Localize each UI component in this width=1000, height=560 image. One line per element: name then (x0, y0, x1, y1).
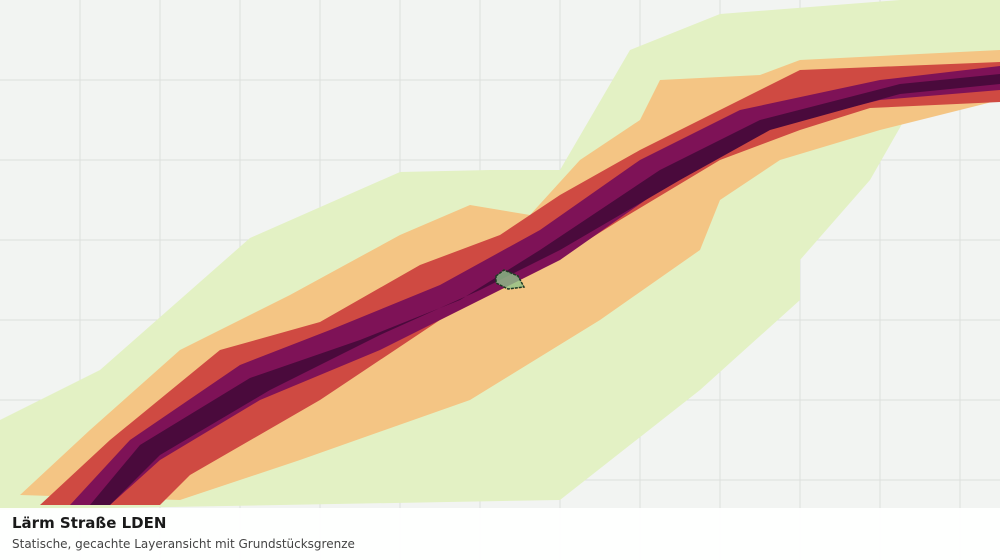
info-panel: Lärm Straße LDEN Statische, gecachte Lay… (0, 508, 1000, 560)
noise-band-high (40, 62, 1000, 505)
layer-title: Lärm Straße LDEN (12, 514, 167, 532)
layer-subtitle: Statische, gecachte Layeransicht mit Gru… (12, 537, 355, 551)
parcel-boundary (495, 269, 526, 290)
